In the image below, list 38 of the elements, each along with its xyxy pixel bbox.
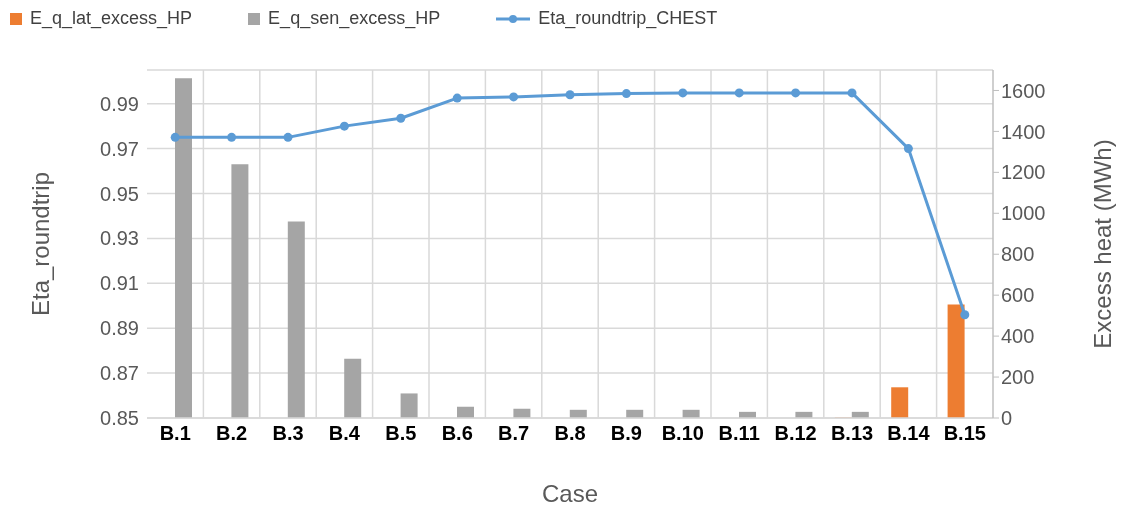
x-tick-label: B.6 [441,422,473,445]
x-tick-label: B.15 [943,422,986,445]
legend-label: E_q_lat_excess_HP [30,8,193,29]
x-tick-label: B.2 [216,422,248,445]
x-tick-label: B.13 [830,422,874,445]
y2-tick-label: 200 [1001,366,1035,389]
x-tick-label: B.10 [661,422,704,445]
legend-label: Eta_roundtrip_CHEST [538,8,718,29]
y2-tick-label: 600 [1001,284,1035,307]
y-axis-title: Eta_roundtrip [26,171,54,317]
x-tick-label: B.4 [328,422,361,445]
x-tick-label: B.8 [554,422,586,445]
x-tick-label: B.3 [272,422,304,445]
y-tick-label: 0.91 [100,272,139,295]
y-tick-label: 0.95 [100,182,139,205]
y-tick-label: 0.93 [100,227,139,250]
x-tick-label: B.9 [610,422,642,445]
y2-tick-label: 0 [1001,407,1013,430]
y-tick-label: 0.89 [100,317,139,340]
x-tick-label: B.14 [887,422,931,445]
y2-axis-title: Excess heat (MWh) [1088,139,1116,349]
y2-tick-label: 1400 [1001,120,1046,143]
y-tick-label: 0.87 [100,362,139,385]
y-tick-label: 0.85 [100,407,139,430]
y-tick-label: 0.99 [100,92,139,115]
y-tick-label: 0.97 [100,137,139,160]
x-tick-label: B.5 [385,422,417,445]
x-axis-title: Case [541,480,599,507]
x-tick-label: B.11 [718,422,760,445]
y2-tick-label: 400 [1001,325,1035,348]
legend-label: E_q_sen_excess_HP [268,8,441,29]
x-tick-label: B.7 [498,422,530,445]
y2-tick-label: 1000 [1001,202,1046,225]
x-tick-label: B.12 [774,422,817,445]
y2-tick-label: 800 [1001,243,1035,266]
y2-tick-label: 1200 [1001,161,1046,184]
y2-tick-label: 1600 [1001,79,1046,102]
x-tick-label: B.1 [159,422,191,445]
